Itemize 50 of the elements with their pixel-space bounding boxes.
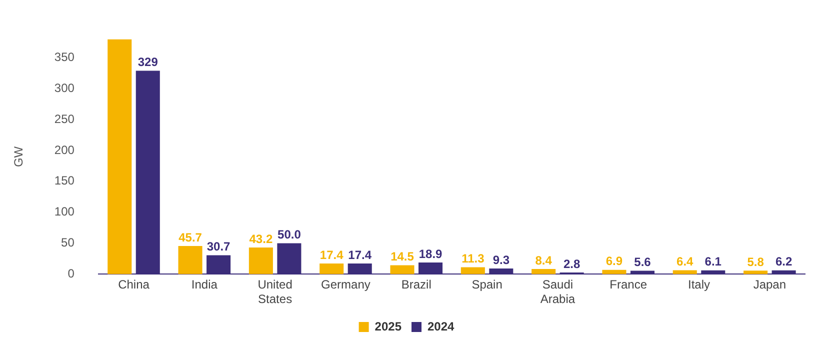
x-tick-label: China (118, 278, 150, 292)
data-label: 6.9 (606, 254, 623, 268)
bar (178, 246, 202, 274)
bar (320, 263, 344, 274)
x-tick-label: Brazil (401, 278, 432, 292)
bar (744, 270, 768, 274)
bar (602, 270, 626, 274)
legend-label: 2025 (374, 319, 402, 334)
y-tick-label: 300 (54, 80, 75, 95)
data-label: 6.4 (676, 254, 694, 269)
y-tick-label: 50 (61, 236, 75, 250)
x-tick-label: Germany (321, 278, 370, 292)
data-label: 45.7 (178, 230, 202, 244)
x-tick-label: Spain (472, 278, 502, 292)
data-label: 11.3 (462, 252, 485, 266)
data-label: 30.7 (206, 240, 231, 254)
data-label: 14.5 (390, 250, 414, 264)
data-label: 18.9 (418, 246, 443, 261)
data-label: 8.4 (535, 253, 552, 268)
bar (390, 265, 414, 274)
bar (672, 270, 697, 274)
x-tick-label: France (610, 278, 648, 292)
y-tick-label: 150 (54, 174, 75, 188)
data-label: 17.4 (320, 248, 344, 262)
data-label: 6.1 (704, 254, 722, 269)
x-tick-label: Saudi Arabia (540, 278, 576, 306)
x-tick-label: India (191, 278, 218, 292)
bar (108, 39, 132, 274)
data-label: 43.2 (249, 232, 273, 246)
data-label: 2.8 (563, 256, 580, 271)
data-label: 6.2 (775, 254, 792, 269)
data-label: 329 (138, 55, 158, 70)
y-tick-label: 200 (54, 142, 75, 157)
data-label: 5.8 (747, 254, 764, 269)
data-label: 17.4 (348, 248, 372, 262)
bar (248, 247, 273, 274)
bar (460, 267, 485, 274)
bar (532, 269, 556, 274)
legend-label: 2024 (428, 319, 455, 334)
y-axis-title: GW (12, 146, 26, 168)
y-tick-label: 350 (54, 50, 75, 64)
y-tick-label: 0 (68, 266, 75, 281)
x-tick-label: Italy (688, 278, 710, 292)
y-tick-label: 100 (54, 204, 75, 219)
y-tick-label: 250 (54, 112, 75, 126)
data-label: 50.0 (278, 228, 302, 242)
data-label: 5.6 (634, 255, 652, 270)
x-tick-label: Japan (753, 278, 786, 292)
x-tick-label: United States (258, 278, 292, 306)
data-label: 9.3 (492, 252, 510, 267)
